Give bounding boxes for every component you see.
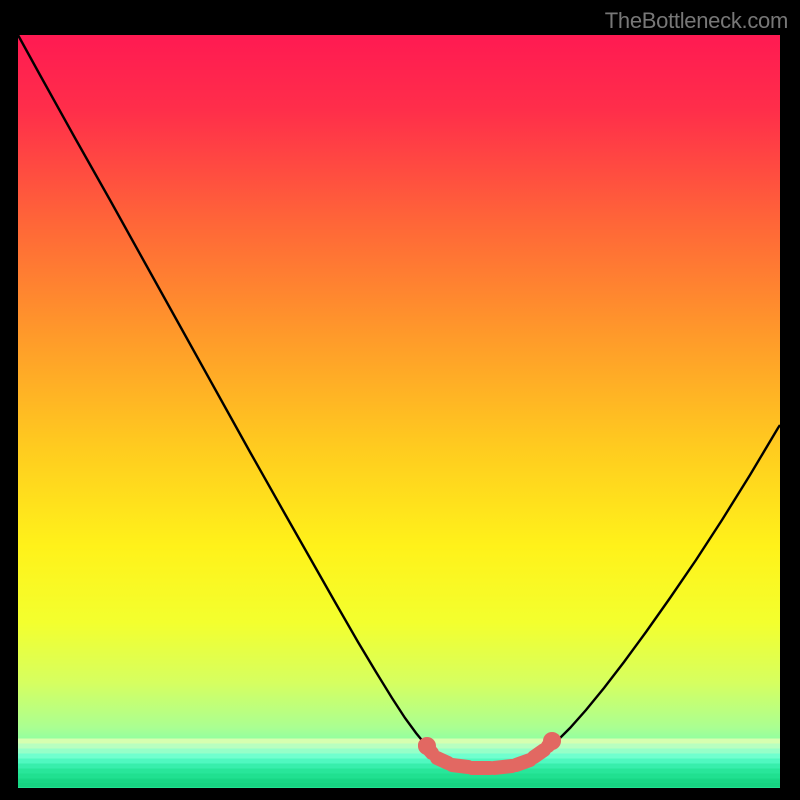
plot-gradient-background: [18, 35, 780, 788]
watermark-text: TheBottleneck.com: [605, 8, 788, 34]
chart-container: TheBottleneck.com: [0, 0, 800, 800]
bottleneck-curve-chart: [0, 0, 800, 800]
green-band-stripes: [18, 741, 780, 785]
